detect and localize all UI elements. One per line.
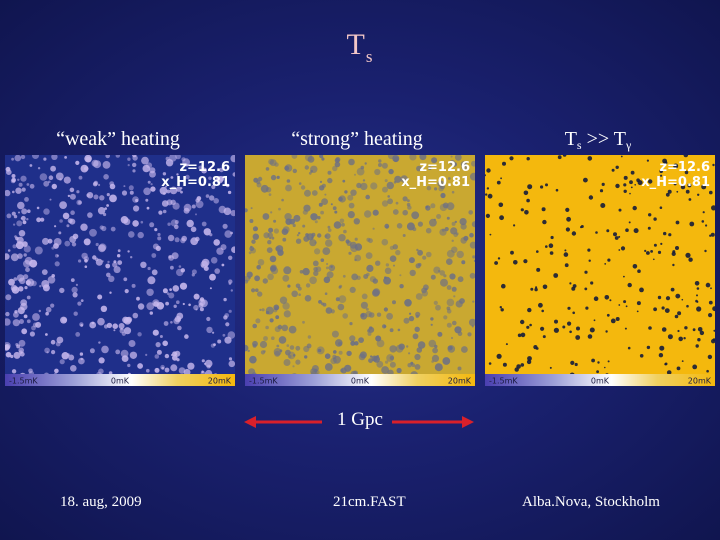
footer-location: Alba.Nova, Stockholm <box>522 494 660 510</box>
colorbar-tick-label: 20mK <box>448 377 472 386</box>
brightness-map-strong: z=12.6x_H=0.81 <box>245 155 475 385</box>
brightness-map-saturated: z=12.6x_H=0.81 <box>485 155 715 385</box>
caption-strong-heating: “strong” heating <box>291 128 423 150</box>
scale-arrow-right <box>392 416 474 428</box>
neutral-fraction-label: x_H=0.81 <box>401 175 470 190</box>
colorbar-weak: -1.5mK 0mK 20mK <box>5 373 235 386</box>
redshift-label: z=12.6 <box>419 160 470 175</box>
slide-title: Ts <box>346 28 374 66</box>
colorbar-tick-label: 20mK <box>208 377 232 386</box>
map-panel-weak: z=12.6 x_H=0.81 <box>5 155 235 385</box>
colorbar-tick-label: -1.5mK <box>249 377 278 386</box>
redshift-label: z=12.6 <box>659 160 710 175</box>
neutral-fraction-label: x_H=0.81 <box>161 175 230 190</box>
colorbar-tick-label: 0mK <box>111 377 130 386</box>
map-panel-saturated: z=12.6 x_H=0.81 <box>485 155 715 385</box>
colorbar-tick-label: 0mK <box>351 377 370 386</box>
colorbar-tick-label: -1.5mK <box>489 377 518 386</box>
footer-date: 18. aug, 2009 <box>60 494 142 510</box>
colorbar-saturated: -1.5mK 0mK 20mK <box>485 373 715 386</box>
brightness-map-weak: z=12.6x_H=0.81 <box>5 155 235 385</box>
colorbar-strong: -1.5mK 0mK 20mK <box>245 373 475 386</box>
neutral-fraction-label: x_H=0.81 <box>641 175 710 190</box>
redshift-label: z=12.6 <box>179 160 230 175</box>
caption-ts-gg-tgamma: Ts >> Tγ <box>564 128 632 152</box>
footer-code: 21cm.FAST <box>333 494 406 510</box>
scale-arrow-left <box>244 416 322 428</box>
colorbar-tick-label: 20mK <box>688 377 712 386</box>
caption-weak-heating: “weak” heating <box>56 128 180 150</box>
colorbar-tick-label: -1.5mK <box>9 377 38 386</box>
colorbar-tick-label: 0mK <box>591 377 610 386</box>
map-panel-strong: z=12.6 x_H=0.81 <box>245 155 475 385</box>
scale-label: 1 Gpc <box>337 409 383 430</box>
